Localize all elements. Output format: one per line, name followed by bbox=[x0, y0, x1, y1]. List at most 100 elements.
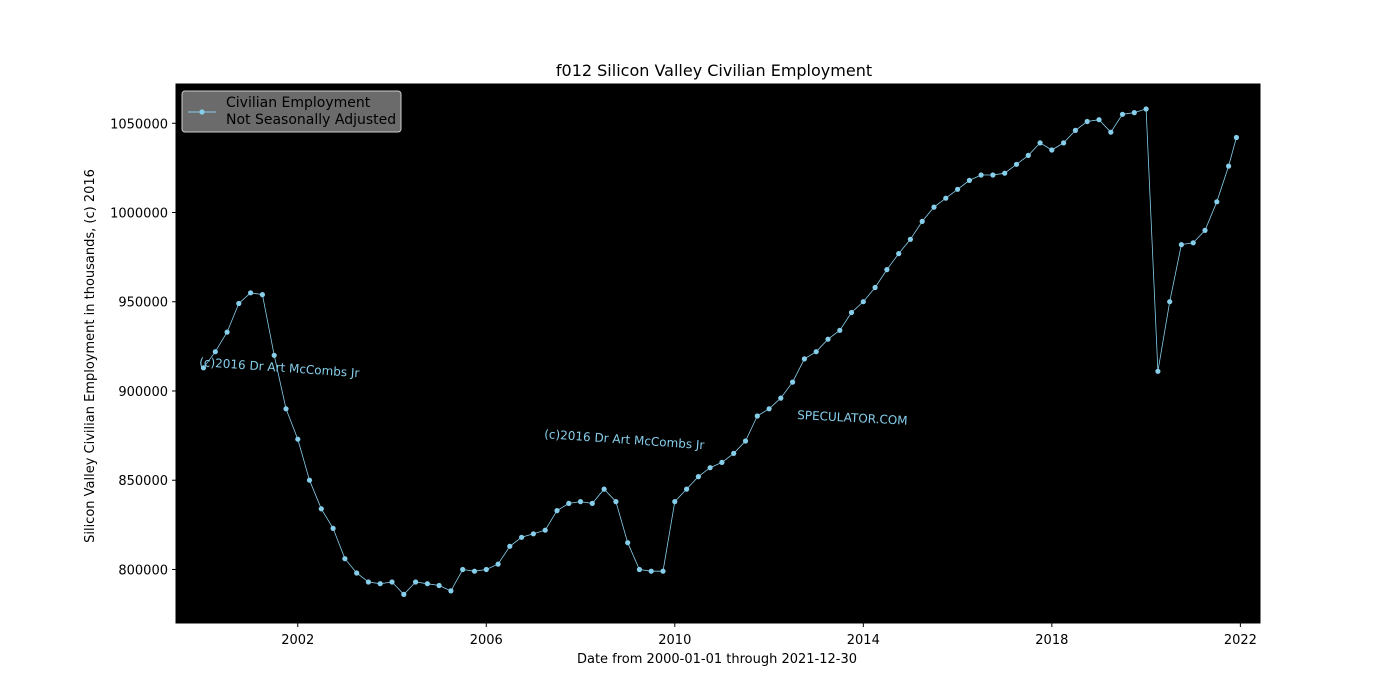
data-point bbox=[212, 349, 218, 355]
x-tick-label: 2002 bbox=[281, 633, 314, 648]
data-point bbox=[1214, 199, 1220, 205]
data-point bbox=[1072, 127, 1078, 133]
data-point bbox=[625, 540, 631, 546]
data-point bbox=[966, 177, 973, 183]
data-point bbox=[295, 436, 301, 442]
legend: Civilian Employment Not Seasonally Adjus… bbox=[181, 90, 402, 133]
data-point bbox=[919, 218, 925, 224]
data-point bbox=[1061, 140, 1067, 146]
x-tick-label: 2014 bbox=[847, 633, 880, 648]
data-point bbox=[742, 438, 749, 444]
data-point bbox=[283, 406, 289, 412]
series-layer bbox=[200, 106, 1239, 598]
data-point bbox=[471, 568, 478, 574]
data-point bbox=[1002, 170, 1008, 176]
data-point bbox=[248, 290, 254, 296]
data-point bbox=[224, 329, 230, 335]
data-point bbox=[955, 186, 961, 192]
data-point bbox=[389, 579, 395, 585]
y-axis: 800000 850000 900000 950000 1000000 1050000 bbox=[110, 117, 176, 578]
y-tick-label: 850000 bbox=[118, 474, 168, 489]
y-tick-label: 900000 bbox=[118, 385, 168, 400]
data-point bbox=[719, 459, 725, 465]
data-point bbox=[1119, 111, 1126, 117]
data-point bbox=[1037, 140, 1043, 146]
data-point bbox=[790, 379, 796, 385]
data-point bbox=[931, 204, 937, 210]
legend-label-line2: Not Seasonally Adjusted bbox=[226, 112, 396, 128]
data-point bbox=[672, 499, 678, 505]
data-point bbox=[813, 349, 819, 355]
y-tick-label: 1050000 bbox=[110, 117, 168, 132]
data-point bbox=[424, 581, 430, 587]
data-point bbox=[483, 566, 489, 573]
x-axis-label: Date from 2000-01-01 through 2021-12-30 bbox=[577, 652, 857, 667]
data-point bbox=[848, 309, 855, 316]
data-point bbox=[259, 292, 265, 298]
data-point bbox=[754, 413, 760, 419]
data-point bbox=[636, 566, 643, 573]
data-point bbox=[507, 543, 513, 549]
data-point bbox=[896, 251, 902, 257]
data-point bbox=[684, 486, 690, 492]
data-point bbox=[200, 365, 207, 371]
data-point bbox=[860, 299, 866, 305]
data-point bbox=[1233, 134, 1239, 141]
x-tick-label: 2018 bbox=[1035, 633, 1068, 648]
data-point bbox=[1143, 106, 1149, 112]
data-point bbox=[907, 236, 914, 242]
data-point bbox=[1049, 147, 1055, 153]
data-point bbox=[589, 500, 595, 506]
data-point bbox=[365, 579, 371, 585]
data-point bbox=[271, 352, 277, 358]
data-point bbox=[1202, 227, 1208, 233]
data-point bbox=[401, 591, 407, 598]
data-point bbox=[306, 477, 313, 483]
data-point bbox=[448, 588, 454, 594]
x-tick-label: 2022 bbox=[1224, 633, 1257, 648]
y-tick-label: 1000000 bbox=[110, 207, 168, 222]
data-point bbox=[1155, 368, 1161, 374]
data-point bbox=[1013, 161, 1020, 167]
data-point bbox=[530, 531, 537, 537]
data-point bbox=[1096, 117, 1102, 123]
plot-area bbox=[176, 84, 1260, 623]
data-point bbox=[1178, 242, 1184, 248]
data-point bbox=[660, 568, 666, 574]
data-point bbox=[648, 568, 654, 574]
data-point bbox=[1084, 118, 1090, 125]
data-point bbox=[731, 450, 737, 456]
x-tick-label: 2010 bbox=[658, 633, 691, 648]
data-point bbox=[577, 499, 584, 505]
data-point bbox=[495, 561, 501, 567]
legend-label-line1: Civilian Employment bbox=[226, 95, 371, 111]
y-axis-label: Silicon Valley Civilian Employment in th… bbox=[83, 169, 98, 543]
data-point bbox=[837, 327, 843, 333]
data-point bbox=[460, 566, 466, 573]
data-point bbox=[436, 582, 442, 589]
data-point bbox=[342, 556, 348, 562]
data-point bbox=[1131, 110, 1137, 116]
data-point bbox=[1190, 240, 1196, 246]
data-point bbox=[978, 172, 984, 178]
data-point bbox=[566, 500, 572, 506]
data-point bbox=[778, 395, 784, 401]
y-tick-label: 950000 bbox=[118, 296, 168, 311]
data-point bbox=[872, 284, 878, 291]
legend-marker-swatch bbox=[199, 109, 205, 115]
data-point bbox=[884, 267, 890, 273]
data-point bbox=[801, 356, 808, 362]
data-point bbox=[695, 474, 702, 480]
data-point bbox=[601, 486, 607, 492]
legend-box bbox=[181, 90, 402, 133]
data-point bbox=[1226, 163, 1232, 169]
data-point bbox=[990, 172, 996, 178]
data-point bbox=[236, 300, 242, 307]
data-point bbox=[377, 581, 383, 587]
x-axis: 2002 2006 2010 2014 2018 2022 bbox=[281, 623, 1257, 648]
data-point bbox=[1025, 152, 1031, 158]
data-point bbox=[943, 195, 949, 201]
data-point bbox=[766, 406, 772, 412]
data-point bbox=[554, 508, 560, 514]
